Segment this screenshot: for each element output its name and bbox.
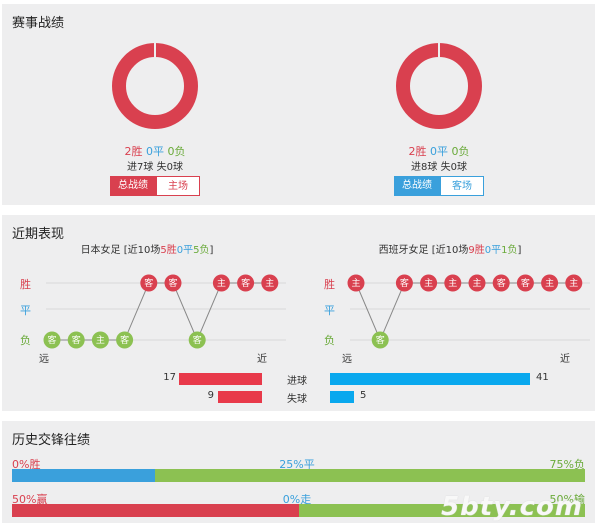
right-goals-value: 41 [536,372,549,383]
h2h-row2-left: 50%赢 [12,493,48,506]
left-team-summary: 日本女足 [近10场5胜0平5负] [80,245,214,256]
right-result-node: 主 [420,274,438,292]
svg-text:主: 主 [472,277,481,289]
svg-text:客: 客 [47,334,56,346]
svg-text:主: 主 [569,277,578,289]
h2h-row1-loss-segment [155,469,585,482]
right-result-node: 主 [347,274,365,292]
h2h-row1-right: 75%负 [549,458,585,471]
h2h-row1-mid: 25%平 [279,458,315,471]
svg-text:主: 主 [351,277,360,289]
right-form-chart: 主客客主主主客客主主 [347,274,590,349]
right-y-loss: 负 [324,334,335,347]
right-y-draw: 平 [324,304,335,317]
left-wdl: 2胜 0平 0负 [124,145,186,158]
svg-text:客: 客 [193,334,202,346]
svg-text:客: 客 [521,277,530,289]
right-result-node: 客 [516,274,534,292]
right-tab-overall[interactable]: 总战绩 [394,176,440,196]
right-form-line [355,282,574,342]
left-tab-home[interactable]: 主场 [156,176,200,196]
right-goals-line: 进8球 失0球 [411,162,467,173]
svg-text:主: 主 [265,277,274,289]
h2h-row1-bar [12,469,585,482]
left-conceded-bar [218,391,262,403]
h2h-panel: 历史交锋往绩 0%胜 25%平 75%负 50%赢 0%走 50%输 [2,421,595,523]
left-y-draw: 平 [20,304,31,317]
right-goals-bar [330,373,530,385]
left-conceded-value: 9 [207,390,214,401]
right-wdl: 2胜 0平 0负 [408,145,470,158]
recent-form-title: 近期表现 [12,227,65,242]
right-result-node: 客 [371,331,389,349]
svg-text:主: 主 [545,277,554,289]
svg-text:客: 客 [376,334,385,346]
right-result-node: 主 [468,274,486,292]
left-result-node: 客 [188,331,206,349]
h2h-title: 历史交锋往绩 [12,433,91,448]
right-team-summary: 西班牙女足 [近10场9胜0平1负] [378,245,522,256]
left-x-near: 近 [257,354,267,365]
right-record-donut [396,42,482,129]
h2h-row1-draw-segment [12,469,156,482]
record-panel: 赛事战绩 2胜 0平 0负 进7球 失0球 总战绩 主场 2胜 0平 0负 进8… [2,4,595,205]
right-result-node: 客 [492,274,510,292]
h2h-row2-mid: 0%走 [282,493,312,506]
left-result-node: 主 [91,331,109,349]
h2h-row2-bar [12,504,585,517]
left-goals-value: 17 [163,372,176,383]
svg-text:客: 客 [120,334,129,346]
left-result-node: 主 [261,274,279,292]
watermark: 5bty.com [441,492,583,522]
svg-text:客: 客 [400,277,409,289]
left-result-node: 客 [164,274,182,292]
svg-text:主: 主 [96,334,105,346]
left-goals-bar [179,373,262,385]
svg-text:客: 客 [168,277,177,289]
right-x-near: 近 [560,354,570,365]
right-result-node: 主 [444,274,462,292]
right-conceded-value: 5 [360,390,367,401]
left-result-node: 客 [43,331,61,349]
svg-text:客: 客 [241,277,250,289]
h2h-row2-right: 50%输 [549,493,585,506]
left-record-donut [112,42,198,129]
right-result-node: 主 [565,274,583,292]
right-x-far: 远 [342,354,352,365]
left-result-node: 客 [67,331,85,349]
svg-text:主: 主 [217,277,226,289]
left-result-node: 客 [116,331,134,349]
goals-label: 进球 [287,376,307,387]
left-goals-line: 进7球 失0球 [127,162,183,173]
left-form-chart: 客客主客客 客客主客主 [43,274,286,349]
recent-form-panel: 近期表现 日本女足 [近10场5胜0平5负] 西班牙女足 [近10场9胜0平1负… [2,215,595,411]
left-y-win: 胜 [20,278,31,291]
h2h-row1-left: 0%胜 [12,458,41,471]
left-form-line [52,282,270,342]
record-title: 赛事战绩 [12,16,65,31]
right-tab-away[interactable]: 客场 [440,176,484,196]
left-y-loss: 负 [20,334,31,347]
svg-text:客: 客 [144,277,153,289]
conceded-label: 失球 [287,394,307,405]
right-result-node: 客 [395,274,413,292]
h2h-row2-loss-segment [298,504,585,517]
left-result-node: 客 [140,274,158,292]
svg-text:客: 客 [72,334,81,346]
right-y-win: 胜 [324,278,335,291]
svg-text:客: 客 [497,277,506,289]
svg-text:主: 主 [424,277,433,289]
right-conceded-bar [330,391,355,403]
h2h-row2-win-segment [12,504,299,517]
svg-text:主: 主 [448,277,457,289]
left-x-far: 远 [39,354,49,365]
right-result-node: 主 [541,274,559,292]
left-result-node: 主 [212,274,230,292]
left-tab-overall[interactable]: 总战绩 [110,176,156,196]
left-result-node: 客 [237,274,255,292]
